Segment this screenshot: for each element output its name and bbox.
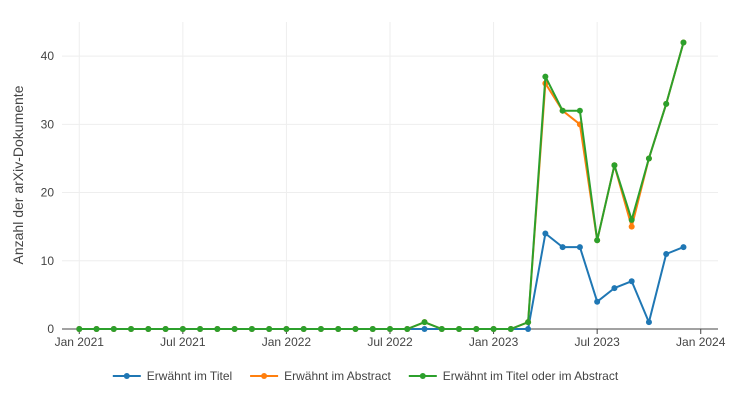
data-point[interactable] xyxy=(559,107,566,114)
legend-marker-swatch xyxy=(419,373,426,379)
legend-label: Erwähnt im Titel xyxy=(147,369,232,383)
y-tick-label: 20 xyxy=(41,186,55,200)
legend: Erwähnt im Titel Erwähnt im Abstract Erwäh… xyxy=(112,369,619,383)
axes: 0 10 20 30 40 Jan 2021 Jul 2021 Jan 2022 Jul 202… xyxy=(41,49,726,349)
x-tick-label: Jul 2021 xyxy=(160,335,206,349)
x-tick-label: Jan 2022 xyxy=(262,335,312,349)
data-point[interactable] xyxy=(197,326,204,332)
legend-marker-swatch xyxy=(261,373,268,379)
data-point[interactable] xyxy=(352,326,359,332)
data-point[interactable] xyxy=(248,326,255,332)
data-point[interactable] xyxy=(387,326,393,332)
data-point[interactable] xyxy=(645,319,652,326)
legend-label: Erwähnt im Titel oder im Abstract xyxy=(443,369,619,383)
data-point[interactable] xyxy=(335,326,342,332)
data-point[interactable] xyxy=(438,326,445,332)
legend-label: Erwähnt im Abstract xyxy=(284,369,391,383)
y-tick-label: 10 xyxy=(41,254,55,268)
data-point[interactable] xyxy=(628,278,635,285)
data-point[interactable] xyxy=(231,326,238,332)
x-tick-label: Jan 2023 xyxy=(469,335,519,349)
data-point[interactable] xyxy=(645,155,652,162)
data-point[interactable] xyxy=(179,326,186,332)
data-point[interactable] xyxy=(680,244,687,251)
data-point[interactable] xyxy=(663,100,670,107)
grid xyxy=(62,22,718,329)
data-point[interactable] xyxy=(214,326,221,332)
data-point[interactable] xyxy=(76,326,83,332)
data-point[interactable] xyxy=(663,250,670,257)
series-layer xyxy=(76,39,687,332)
data-point[interactable] xyxy=(162,326,169,332)
series-line xyxy=(79,232,684,330)
data-point[interactable] xyxy=(404,326,411,332)
data-point[interactable] xyxy=(628,216,635,223)
series-3 xyxy=(76,39,687,332)
data-point[interactable] xyxy=(490,326,497,332)
data-point[interactable] xyxy=(576,107,583,114)
data-point[interactable] xyxy=(473,326,480,332)
data-point[interactable] xyxy=(525,319,532,326)
data-point[interactable] xyxy=(266,326,273,332)
legend-item[interactable]: Erwähnt im Abstract xyxy=(250,369,391,383)
data-point[interactable] xyxy=(611,285,618,292)
data-point[interactable] xyxy=(594,237,601,244)
data-point[interactable] xyxy=(300,326,307,332)
data-point[interactable] xyxy=(611,162,618,169)
legend-marker-swatch xyxy=(123,373,130,379)
data-point[interactable] xyxy=(283,326,290,332)
data-point[interactable] xyxy=(628,223,635,230)
data-point[interactable] xyxy=(128,326,135,332)
data-point[interactable] xyxy=(93,326,100,332)
legend-item[interactable]: Erwähnt im Titel oder im Abstract xyxy=(408,369,619,383)
x-tick-label: Jan 2021 xyxy=(55,335,105,349)
x-tick-label: Jan 2024 xyxy=(676,335,726,349)
data-point[interactable] xyxy=(542,230,549,237)
data-point[interactable] xyxy=(525,326,532,332)
data-point[interactable] xyxy=(680,39,687,46)
data-point[interactable] xyxy=(317,326,324,332)
data-point[interactable] xyxy=(110,326,117,332)
x-tick-label: Jul 2022 xyxy=(367,335,413,349)
series-2 xyxy=(76,39,687,332)
data-point[interactable] xyxy=(369,326,376,332)
y-tick-label: 0 xyxy=(47,322,54,336)
data-point[interactable] xyxy=(421,319,428,326)
data-point[interactable] xyxy=(507,326,514,332)
data-point[interactable] xyxy=(421,326,428,332)
x-tick-label: Jul 2023 xyxy=(574,335,620,349)
data-point[interactable] xyxy=(594,298,601,305)
y-tick-label: 40 xyxy=(41,49,55,63)
data-point[interactable] xyxy=(542,73,549,80)
y-tick-label: 30 xyxy=(41,117,55,131)
y-axis-title: Anzahl der arXiv-Dokumente xyxy=(10,85,26,264)
data-point[interactable] xyxy=(576,244,583,251)
data-point[interactable] xyxy=(145,326,152,332)
data-point[interactable] xyxy=(456,326,463,332)
data-point[interactable] xyxy=(559,244,566,251)
legend-item[interactable]: Erwähnt im Titel xyxy=(112,369,232,383)
series-1 xyxy=(76,230,687,332)
